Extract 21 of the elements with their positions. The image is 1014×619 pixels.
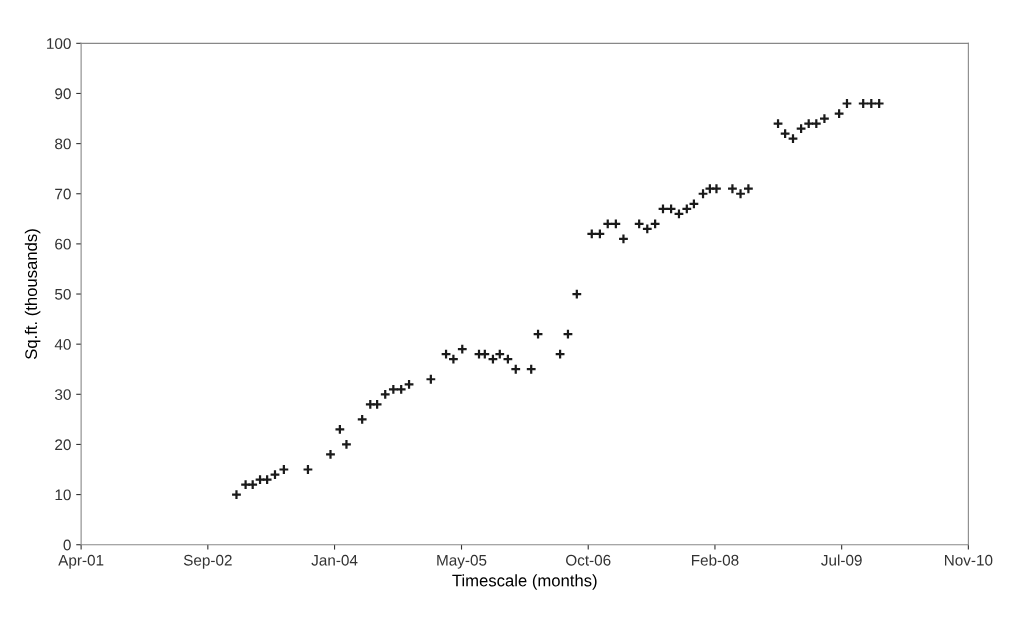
x-tick-label: Jul-09 <box>821 554 862 566</box>
y-tick-label: 20 <box>55 439 71 451</box>
y-tick-label: 90 <box>55 88 71 100</box>
y-tick-label: 0 <box>63 539 71 551</box>
y-tick-label: 60 <box>55 238 71 250</box>
x-tick-label: Nov-10 <box>945 554 993 566</box>
x-tick-label: Jan-04 <box>311 554 358 566</box>
y-tick-label: 10 <box>55 489 71 501</box>
y-tick-label: 30 <box>54 389 71 400</box>
y-tick-label: 100 <box>47 38 71 50</box>
x-tick-label: Apr-01 <box>58 554 104 569</box>
y-tick-label: 70 <box>55 188 71 200</box>
y-tick-label: 80 <box>55 138 71 150</box>
y-axis-title: Sq.ft. (thousands) <box>24 229 41 360</box>
x-axis-title: Timescale (months) <box>452 574 597 590</box>
x-tick-label: May-05 <box>437 554 487 569</box>
x-tick-label: Sep-02 <box>183 554 232 569</box>
x-tick-label: Oct-06 <box>566 554 611 566</box>
y-tick-label: 50 <box>55 288 71 300</box>
x-tick-label: Feb-08 <box>691 554 739 566</box>
y-tick-label: 40 <box>54 339 71 350</box>
